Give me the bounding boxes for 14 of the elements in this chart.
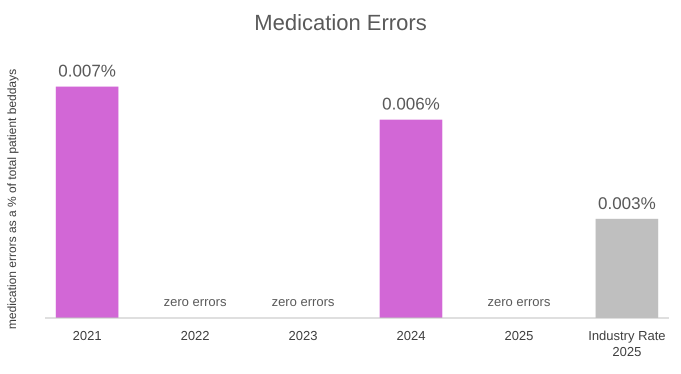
x-tick-label: 2021 — [72, 328, 102, 343]
x-tick-label: 2023 — [288, 328, 318, 343]
x-tick-label: 2022 — [180, 328, 210, 343]
x-tick-label: Industry Rate 2025 — [588, 328, 666, 359]
data-label: zero errors — [272, 294, 335, 309]
data-label: zero errors — [164, 294, 227, 309]
data-label: 0.003% — [598, 194, 656, 213]
x-tick-label: 2024 — [396, 328, 426, 343]
data-label: 0.007% — [58, 62, 116, 81]
x-tick-label: 2025 — [504, 328, 534, 343]
data-label: 0.006% — [382, 94, 440, 114]
y-axis-title: medication errors as a % of total patient beddays — [5, 68, 19, 330]
chart-title: Medication Errors — [254, 10, 427, 35]
data-label: zero errors — [488, 294, 551, 309]
